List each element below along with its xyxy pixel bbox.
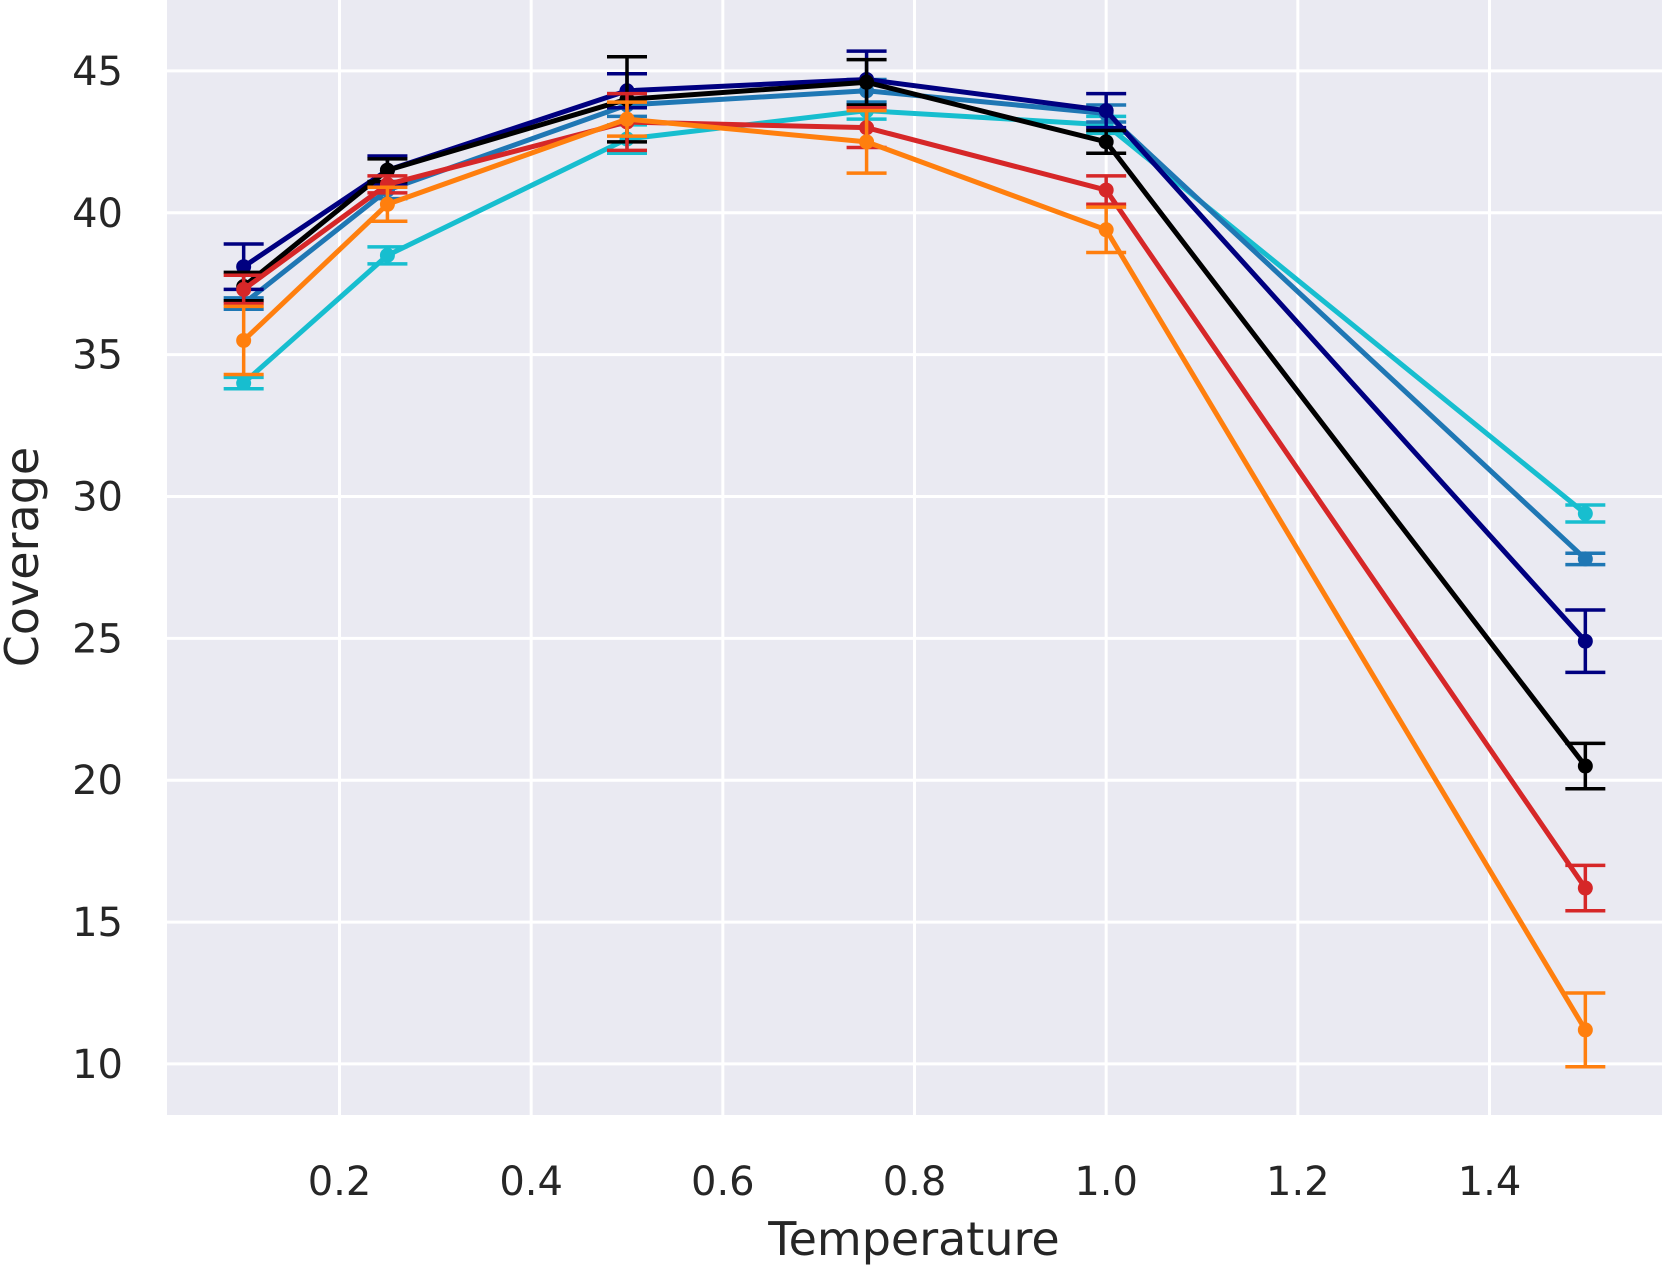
data-point bbox=[379, 162, 395, 178]
x-axis-label: Temperature bbox=[767, 1212, 1059, 1266]
data-point bbox=[1577, 758, 1593, 774]
y-tick-label: 15 bbox=[72, 900, 123, 946]
data-point bbox=[1098, 103, 1114, 119]
x-tick-labels: 0.2 0.4 0.6 0.8 1.0 1.2 1.4 bbox=[308, 1159, 1522, 1205]
x-tick-label: 0.2 bbox=[308, 1159, 372, 1205]
data-point bbox=[1098, 182, 1114, 198]
series-layer bbox=[223, 49, 1606, 1069]
data-point bbox=[236, 259, 252, 275]
data-point bbox=[859, 74, 875, 90]
y-tick-label: 25 bbox=[72, 616, 123, 662]
data-point bbox=[1098, 222, 1114, 238]
data-point bbox=[1098, 134, 1114, 150]
data-point bbox=[1577, 506, 1593, 522]
y-tick-label: 45 bbox=[72, 49, 123, 95]
y-tick-label: 40 bbox=[72, 191, 123, 237]
data-point bbox=[1577, 880, 1593, 896]
data-point bbox=[1577, 551, 1593, 567]
series-line bbox=[241, 116, 1588, 1032]
data-point bbox=[1577, 1022, 1593, 1038]
data-point bbox=[1577, 633, 1593, 649]
data-point bbox=[236, 332, 252, 348]
data-point bbox=[619, 111, 635, 127]
series-line bbox=[242, 88, 1588, 561]
data-point bbox=[379, 196, 395, 212]
data-point bbox=[859, 134, 875, 150]
x-tick-label: 0.8 bbox=[883, 1159, 947, 1205]
y-tick-label: 20 bbox=[72, 758, 123, 804]
x-tick-label: 1.4 bbox=[1458, 1159, 1522, 1205]
series-line bbox=[242, 76, 1588, 643]
series-line bbox=[242, 119, 1588, 890]
y-tick-label: 35 bbox=[72, 333, 123, 379]
x-tick-label: 1.2 bbox=[1266, 1159, 1330, 1205]
x-tick-label: 0.4 bbox=[499, 1159, 563, 1205]
x-tick-label: 0.6 bbox=[691, 1159, 755, 1205]
y-tick-label: 30 bbox=[72, 475, 123, 521]
series-6 bbox=[223, 100, 1606, 1069]
y-axis-label: Coverage bbox=[0, 447, 49, 667]
data-point bbox=[236, 375, 252, 391]
y-tick-label: 10 bbox=[72, 1042, 123, 1088]
x-tick-label: 1.0 bbox=[1074, 1159, 1138, 1205]
data-point bbox=[379, 247, 395, 263]
data-point bbox=[236, 281, 252, 297]
y-tick-labels: 10 15 20 25 30 35 40 45 bbox=[72, 49, 123, 1088]
series-line bbox=[242, 79, 1588, 768]
